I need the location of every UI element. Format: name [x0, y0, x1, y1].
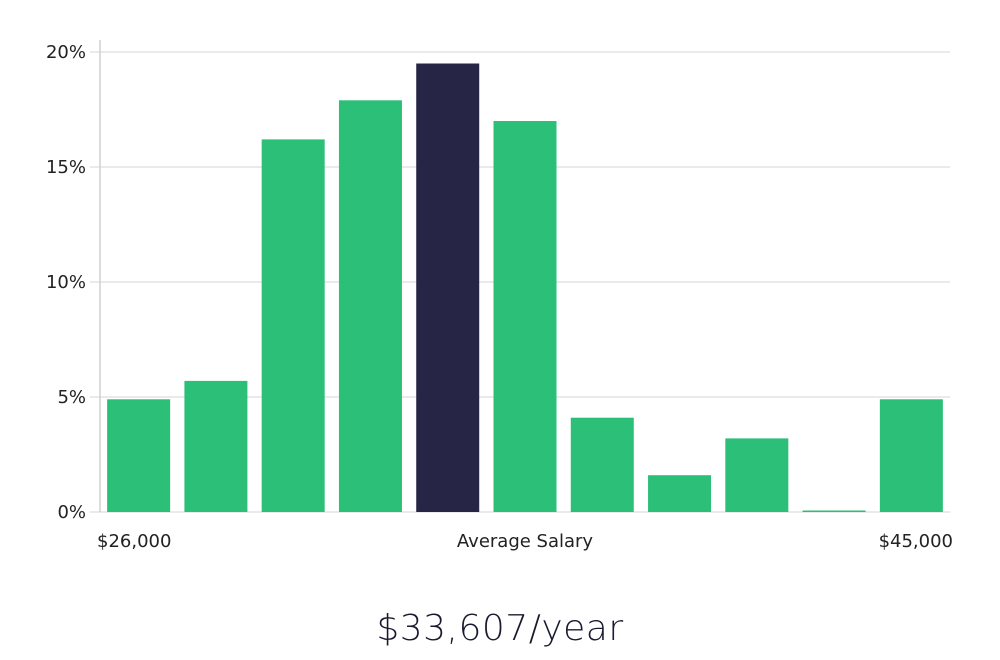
bar: [261, 139, 325, 512]
chart-svg: 0% 5% 10% 15% 20% $26,000 Average Salary $45…: [46, 40, 953, 552]
average-salary-value: $33,607/year: [376, 608, 624, 649]
bar: [338, 100, 402, 513]
y-tick-label: 5%: [57, 387, 86, 408]
bar: [107, 399, 171, 512]
bar: [802, 510, 866, 512]
y-tick-label: 10%: [46, 272, 86, 293]
y-tick-label: 0%: [57, 502, 86, 523]
bar: [570, 417, 634, 512]
y-axis-ticks: 0% 5% 10% 15% 20%: [46, 42, 86, 523]
bar: [648, 475, 712, 512]
x-axis-labels: $26,000 Average Salary $45,000: [97, 531, 953, 552]
bar: [184, 380, 248, 512]
bar-highlight: [416, 63, 480, 512]
y-tick-label: 20%: [46, 42, 86, 63]
bar: [879, 399, 943, 512]
x-max-label: $45,000: [879, 531, 953, 552]
x-min-label: $26,000: [97, 531, 171, 552]
x-center-label: Average Salary: [457, 531, 594, 552]
bar: [493, 121, 557, 512]
bar: [725, 438, 789, 512]
y-tick-label: 15%: [46, 157, 86, 178]
bar-layer: [107, 63, 943, 513]
